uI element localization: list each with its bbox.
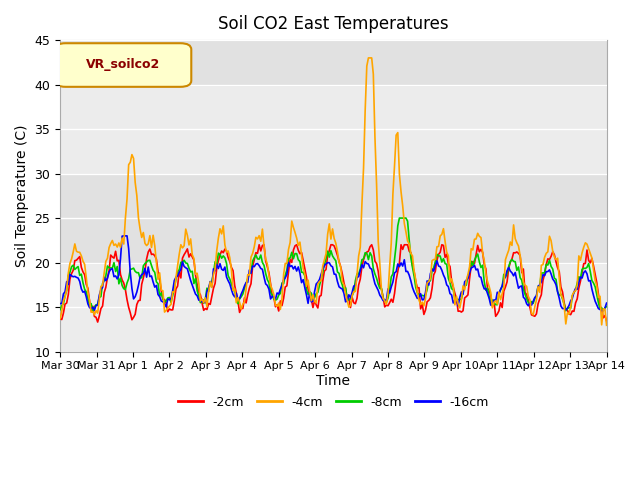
Bar [60, 174, 607, 263]
Title: Soil CO2 East Temperatures: Soil CO2 East Temperatures [218, 15, 449, 33]
Text: VR_soilco2: VR_soilco2 [86, 58, 160, 71]
Bar [60, 0, 607, 84]
FancyBboxPatch shape [54, 43, 191, 87]
Bar [60, 84, 607, 174]
Y-axis label: Soil Temperature (C): Soil Temperature (C) [15, 125, 29, 267]
Bar [60, 263, 607, 351]
Legend: -2cm, -4cm, -8cm, -16cm: -2cm, -4cm, -8cm, -16cm [173, 391, 494, 414]
X-axis label: Time: Time [316, 374, 350, 388]
